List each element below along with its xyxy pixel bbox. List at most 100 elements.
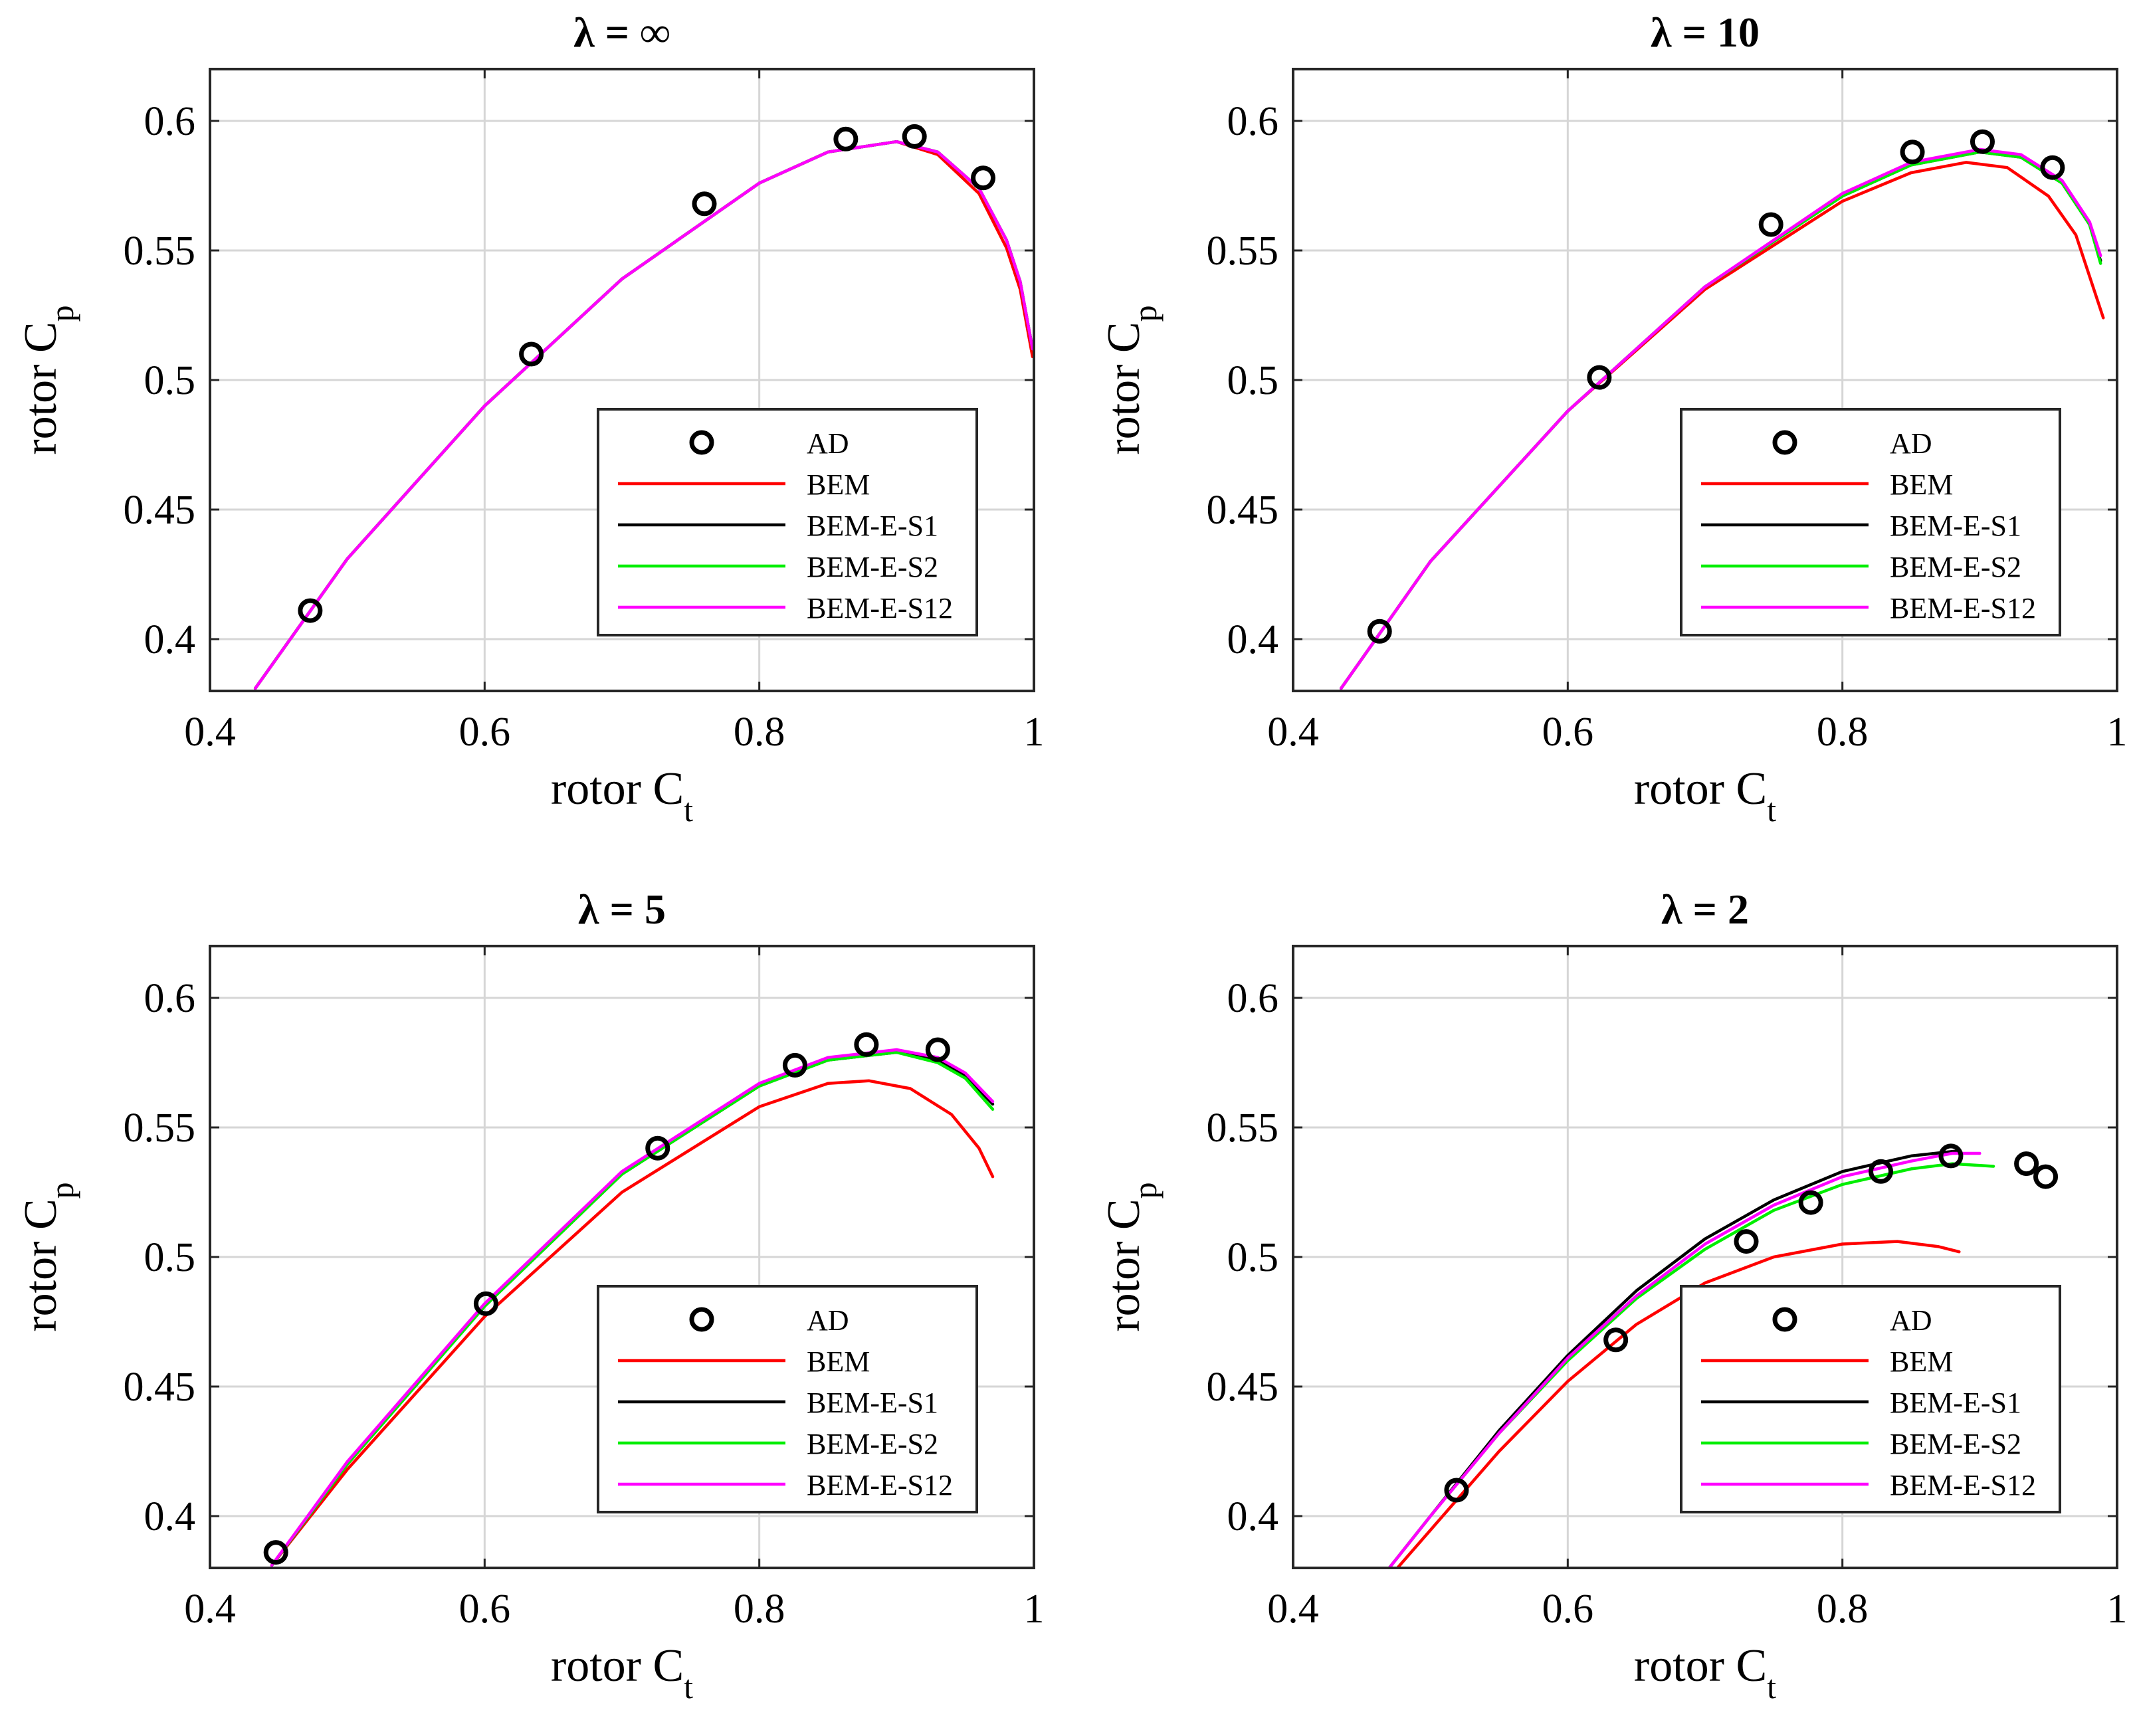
x-tick-label: 0.8 — [734, 1587, 785, 1632]
legend-label: BEM-E-S12 — [1890, 1469, 2036, 1501]
ad-data-point — [782, 1052, 807, 1078]
axes-frame — [1292, 68, 2118, 692]
ad-data-point — [2040, 155, 2065, 180]
legend-label: BEM-E-S1 — [807, 510, 938, 542]
ad-data-point — [519, 341, 544, 367]
legend-label: BEM-E-S12 — [1890, 592, 2036, 625]
y-tick-label: 0.4 — [1227, 617, 1279, 662]
ad-data-point — [1869, 1159, 1894, 1184]
x-tick-label: 0.4 — [184, 1587, 236, 1632]
chart-panel-4: 0.4 0.6 0.8 1 0.4 0.45 0.5 0.55 0.6 λ = 2 rotor Ct… — [1098, 886, 2128, 1705]
legend-label: BEM-E-S12 — [807, 1469, 953, 1501]
x-tick-label: 0.4 — [1267, 1587, 1319, 1632]
ad-data-point — [1603, 1327, 1629, 1353]
ad-data-point — [925, 1037, 950, 1062]
y-tick-label: 0.5 — [144, 358, 196, 403]
legend-label: BEM-E-S2 — [1890, 551, 2021, 583]
legend-item-bem-e-s2: BEM-E-S2 — [618, 1428, 938, 1460]
legend-box — [597, 408, 978, 636]
axes-frame — [209, 68, 1035, 692]
legend: AD BEM BEM-E-S1 BEM-E-S2 BEM-E-S12 — [1680, 408, 2061, 636]
legend-label: BEM-E-S1 — [1890, 510, 2021, 542]
legend-item-bem-e-s1: BEM-E-S1 — [1701, 510, 2021, 542]
legend-label: BEM — [807, 1345, 870, 1378]
x-tick-label: 1 — [2107, 710, 2128, 755]
ad-data-point — [1587, 365, 1612, 390]
y-tick-label: 0.4 — [1227, 1494, 1279, 1539]
x-tick-label: 0.4 — [1267, 710, 1319, 755]
y-axis-label: rotor Cp — [1098, 1182, 1164, 1331]
ad-data-point — [473, 1291, 498, 1316]
legend-marker-icon — [1772, 430, 1797, 455]
legend-item-ad: AD — [1772, 427, 1932, 460]
x-axis-label: rotor Ct — [551, 1640, 693, 1705]
y-tick-label: 0.55 — [1207, 1106, 1279, 1151]
series-line-bem — [1395, 1240, 1961, 1568]
legend-item-ad: AD — [689, 427, 849, 460]
legend-item-bem: BEM — [1701, 468, 1953, 501]
y-tick-label: 0.55 — [1207, 229, 1279, 274]
y-tick-label: 0.4 — [144, 1494, 196, 1539]
x-tick-label: 0.6 — [459, 710, 511, 755]
x-tick-label: 0.8 — [1817, 1587, 1869, 1632]
x-tick-label: 0.6 — [1542, 1587, 1594, 1632]
x-axis-label: rotor Ct — [1634, 1640, 1776, 1705]
axes-frame — [209, 945, 1035, 1569]
legend-item-bem-e-s2: BEM-E-S2 — [1701, 1428, 2021, 1460]
chart-panel-3: 0.4 0.6 0.8 1 0.4 0.45 0.5 0.55 0.6 λ = 5 rotor Ct… — [15, 886, 1045, 1705]
legend: AD BEM BEM-E-S1 BEM-E-S2 BEM-E-S12 — [1680, 1285, 2061, 1513]
y-tick-label: 0.55 — [124, 1106, 196, 1151]
chart-title: λ = 2 — [1661, 886, 1749, 933]
legend-label: BEM-E-S2 — [807, 1428, 938, 1460]
y-tick-label: 0.6 — [1227, 99, 1279, 144]
legend-box — [597, 1285, 978, 1513]
legend-label: BEM-E-S2 — [807, 551, 938, 583]
legend-item-bem-e-s1: BEM-E-S1 — [1701, 1387, 2021, 1419]
y-axis-label: rotor Cp — [15, 305, 80, 454]
legend-item-bem-e-s12: BEM-E-S12 — [618, 1469, 953, 1501]
y-tick-label: 0.45 — [1207, 488, 1279, 533]
x-axis-label: rotor Ct — [551, 763, 693, 828]
legend-item-bem-e-s1: BEM-E-S1 — [618, 1387, 938, 1419]
series-line-bem-e-s12 — [1387, 1151, 1982, 1568]
legend-label: AD — [1890, 1304, 1932, 1337]
ad-data-point — [1970, 129, 1995, 154]
legend-label: AD — [807, 1304, 849, 1337]
y-tick-label: 0.45 — [124, 1365, 196, 1410]
chart-title: λ = ∞ — [573, 9, 670, 56]
legend-item-bem-e-s2: BEM-E-S2 — [618, 551, 938, 583]
legend-item-bem-e-s12: BEM-E-S12 — [1701, 592, 2036, 625]
legend-item-bem-e-s12: BEM-E-S12 — [1701, 1469, 2036, 1501]
x-tick-label: 1 — [1024, 710, 1045, 755]
legend-label: AD — [1890, 427, 1932, 460]
legend: AD BEM BEM-E-S1 BEM-E-S2 BEM-E-S12 — [597, 1285, 978, 1513]
y-axis-label: rotor Cp — [15, 1182, 80, 1331]
ad-data-point — [1758, 212, 1783, 237]
legend-item-ad: AD — [1772, 1304, 1932, 1337]
legend-item-bem-e-s12: BEM-E-S12 — [618, 592, 953, 625]
legend-label: BEM-E-S1 — [1890, 1387, 2021, 1419]
ad-data-point — [971, 165, 996, 191]
y-tick-label: 0.6 — [1227, 976, 1279, 1021]
legend-item-bem-e-s1: BEM-E-S1 — [618, 510, 938, 542]
ad-data-point — [1798, 1190, 1823, 1215]
legend-item-ad: AD — [689, 1304, 849, 1337]
chart-panel-2: 0.4 0.6 0.8 1 0.4 0.45 0.5 0.55 0.6 λ = 10 rotor C… — [1098, 9, 2128, 828]
axes-frame — [1292, 945, 2118, 1569]
ad-data-point — [263, 1540, 288, 1565]
series-line-bem — [270, 1079, 995, 1567]
legend-label: BEM-E-S1 — [807, 1387, 938, 1419]
y-tick-label: 0.55 — [124, 229, 196, 274]
x-tick-label: 1 — [1024, 1587, 1045, 1632]
x-axis-label: rotor Ct — [1634, 763, 1776, 828]
ad-data-point — [1900, 140, 1925, 165]
ad-data-point — [2033, 1164, 2059, 1189]
legend-marker-icon — [689, 430, 714, 455]
legend-item-bem-e-s2: BEM-E-S2 — [1701, 551, 2021, 583]
series-group — [253, 140, 1034, 690]
ad-data-point — [1367, 619, 1392, 644]
x-tick-label: 0.8 — [1817, 710, 1869, 755]
chart-title: λ = 10 — [1651, 9, 1760, 56]
